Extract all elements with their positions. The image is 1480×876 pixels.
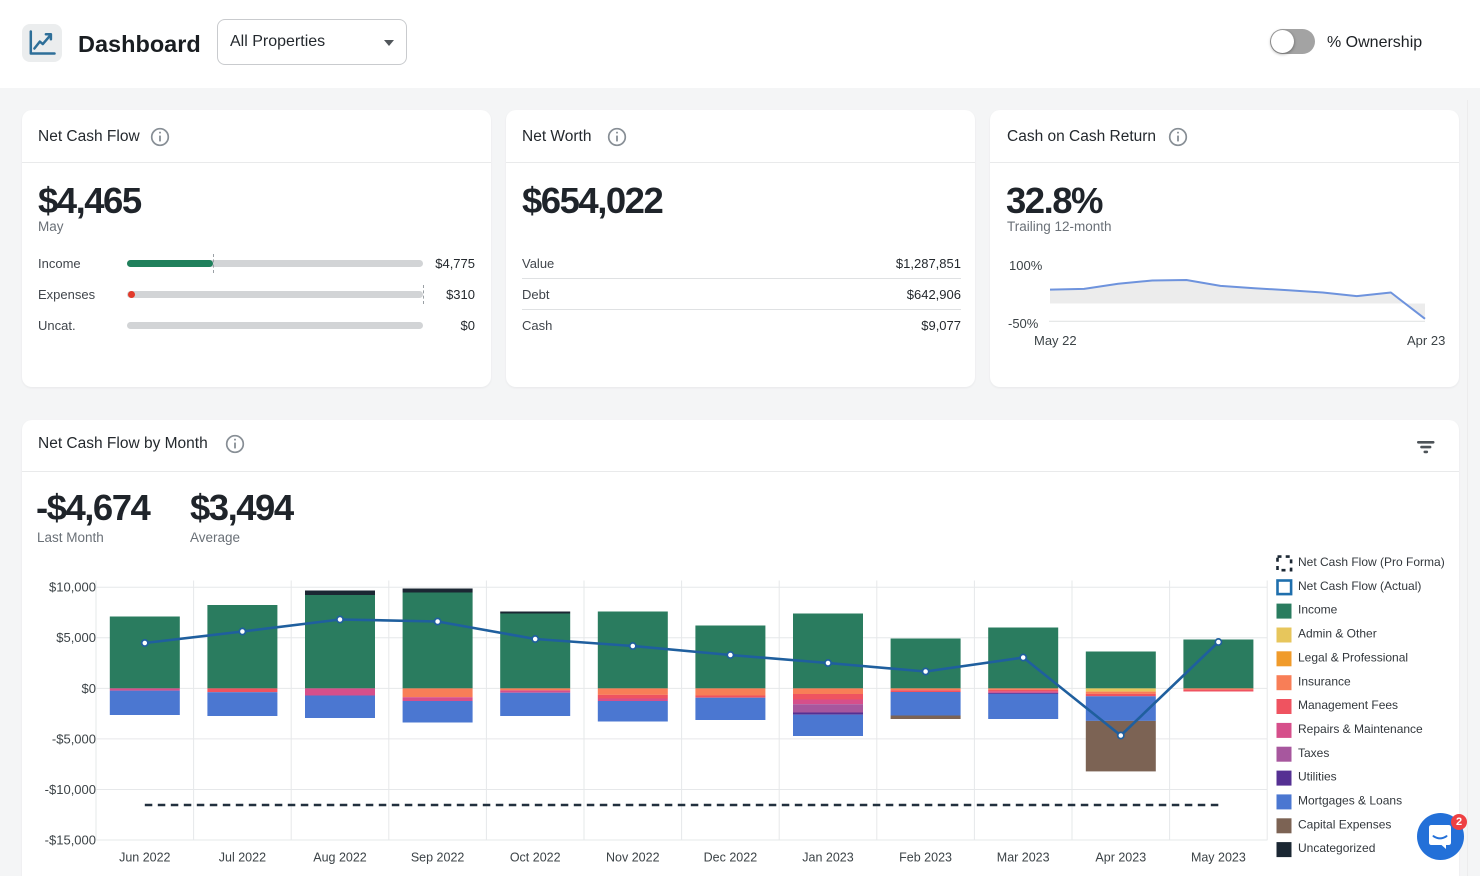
svg-text:Jan 2023: Jan 2023 [802, 851, 853, 865]
svg-text:Insurance: Insurance [1298, 674, 1351, 688]
svg-text:Management Fees: Management Fees [1298, 698, 1398, 712]
svg-text:-$15,000: -$15,000 [45, 832, 96, 847]
svg-text:Net Cash Flow (Actual): Net Cash Flow (Actual) [1298, 579, 1421, 593]
svg-text:Jun 2022: Jun 2022 [119, 851, 170, 865]
svg-text:Legal & Professional: Legal & Professional [1298, 650, 1408, 664]
svg-text:Net Cash Flow (Pro Forma): Net Cash Flow (Pro Forma) [1298, 555, 1445, 569]
svg-text:Sep 2022: Sep 2022 [411, 851, 465, 865]
svg-text:Uncategorized: Uncategorized [1298, 841, 1375, 855]
svg-text:$5,000: $5,000 [56, 630, 96, 645]
svg-text:Admin & Other: Admin & Other [1298, 627, 1377, 641]
svg-text:Oct 2022: Oct 2022 [510, 851, 561, 865]
svg-text:Income: Income [1298, 603, 1338, 617]
svg-text:Aug 2022: Aug 2022 [313, 851, 367, 865]
svg-text:$10,000: $10,000 [49, 580, 96, 595]
svg-text:Apr 2023: Apr 2023 [1095, 851, 1146, 865]
svg-text:Mortgages & Loans: Mortgages & Loans [1298, 794, 1402, 808]
svg-text:Feb 2023: Feb 2023 [899, 851, 952, 865]
svg-text:-$5,000: -$5,000 [52, 731, 96, 746]
svg-text:Dec 2022: Dec 2022 [704, 851, 758, 865]
svg-text:Mar 2023: Mar 2023 [997, 851, 1050, 865]
svg-text:Capital Expenses: Capital Expenses [1298, 817, 1391, 831]
svg-text:Taxes: Taxes [1298, 746, 1329, 760]
svg-text:Utilities: Utilities [1298, 770, 1337, 784]
svg-text:-$10,000: -$10,000 [45, 782, 96, 797]
svg-text:Nov 2022: Nov 2022 [606, 851, 660, 865]
svg-text:May 2023: May 2023 [1191, 851, 1246, 865]
svg-text:$0: $0 [82, 681, 96, 696]
svg-text:Repairs & Maintenance: Repairs & Maintenance [1298, 722, 1423, 736]
svg-text:Jul 2022: Jul 2022 [219, 851, 266, 865]
